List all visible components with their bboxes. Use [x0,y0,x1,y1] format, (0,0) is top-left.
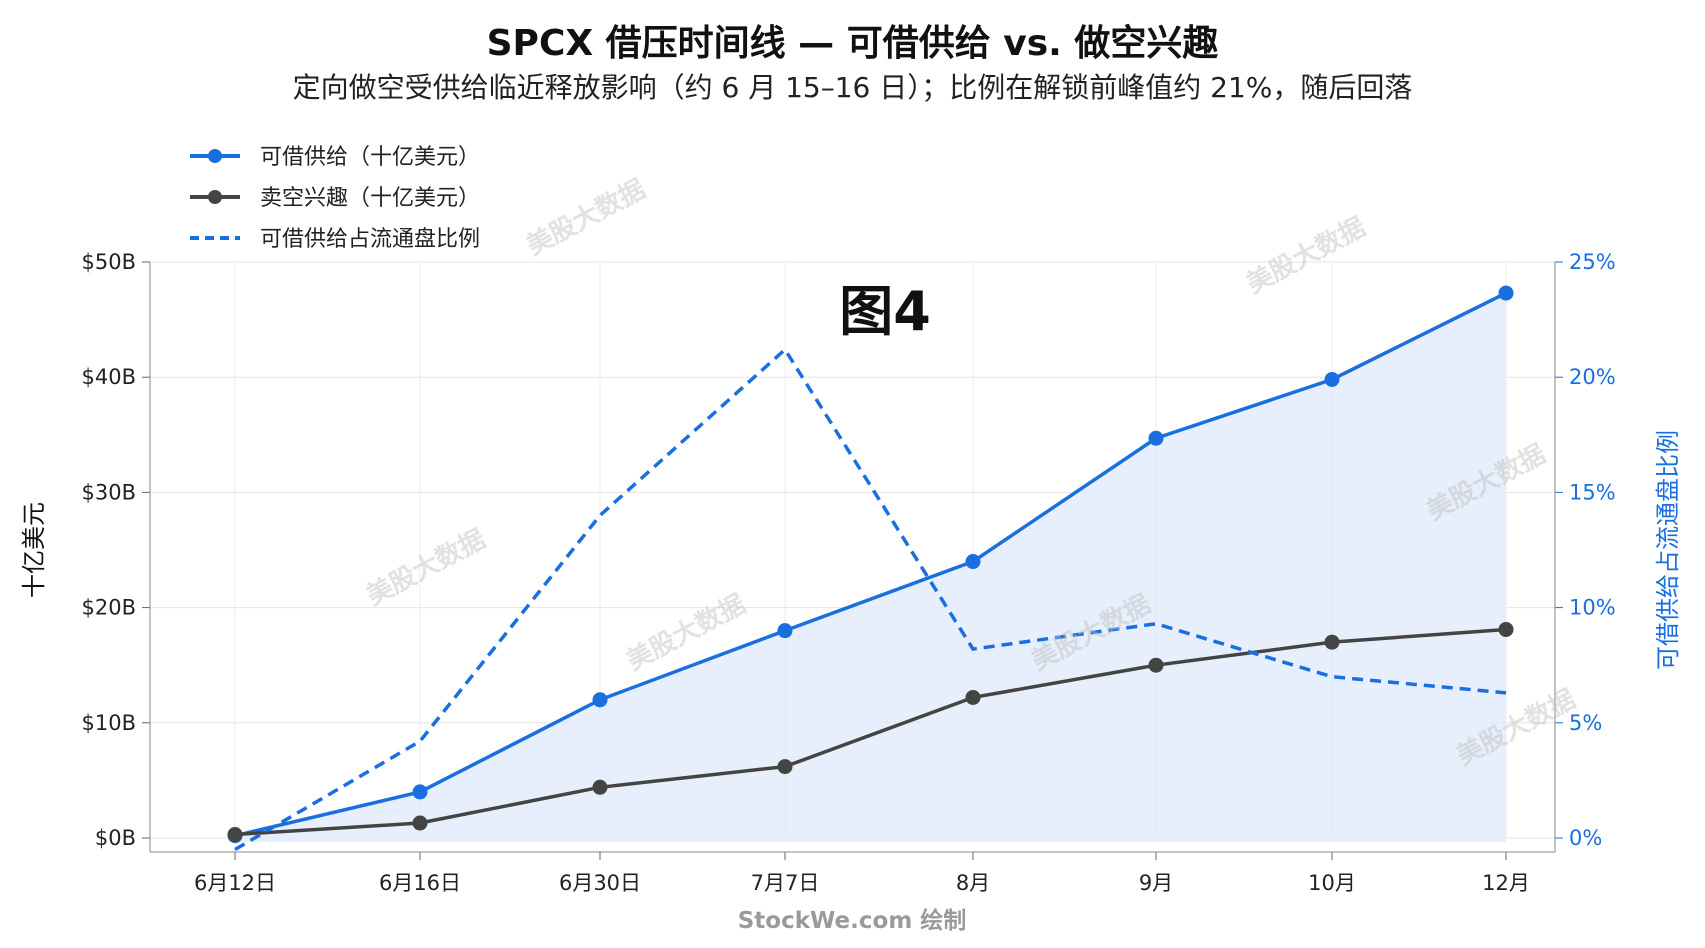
legend-label-2: 可借供给占流通盘比例 [260,227,480,252]
series-line-1 [234,627,1507,837]
x-tick-label: 8月 [956,871,990,895]
y-right-tick-label: 20% [1569,365,1616,389]
y-tick-label: $20B [82,596,137,620]
x-tick-label: 9月 [1139,871,1173,895]
axis-labels: 十亿美元 可借供给占流通盘比例 图4 StockWe.com 绘制 [20,280,1682,934]
series-1-point [412,815,428,831]
legend-marker-1 [208,190,222,204]
axes: $0B $10B $20B $30B $40B $50B 0% 5% 10% 15% 20% 25% 6… [82,250,1616,895]
y-axis-title: 十亿美元 [20,502,48,598]
x-tick-label: 7月7日 [751,871,820,895]
series-0-point [777,623,793,639]
y-tick-label: $10B [82,711,137,735]
y-right-tick-label: 15% [1569,480,1616,504]
legend-marker-0 [208,149,222,163]
chart-subtitle: 定向做空受供给临近释放影响（约 6 月 15–16 日）；比例在解锁前峰值约 2… [292,71,1413,104]
series-1-point [1148,657,1164,673]
series-0-point [1498,285,1514,301]
series-0-point [1148,430,1164,446]
legend: 可借供给（十亿美元） 卖空兴趣（十亿美元） 可借供给占流通盘比例 [190,145,480,252]
watermark: 美股大数据 [521,173,650,261]
y-tick-label: $50B [82,250,137,274]
y-right-tick-label: 0% [1569,826,1602,850]
series-1-point [965,689,981,705]
y-tick-label: $0B [95,826,136,850]
series-0-point [412,784,428,800]
legend-label-1: 卖空兴趣（十亿美元） [260,186,480,211]
supply-area-fill [235,293,1506,842]
watermark: 美股大数据 [1241,211,1370,299]
x-tick-label: 12月 [1482,871,1530,895]
series-1-point [1324,634,1340,650]
x-tick-label: 6月30日 [559,871,641,895]
series-line-2 [234,347,1507,852]
series-1-point [227,827,243,843]
watermark: 美股大数据 [361,523,490,611]
y-tick-label: $40B [82,365,137,389]
series-1-point [1498,621,1514,637]
series-1-point [777,759,793,775]
y-right-tick-label: 25% [1569,250,1616,274]
source-credit: StockWe.com 绘制 [738,907,967,934]
chart-title: SPCX 借压时间线 — 可借供给 vs. 做空兴趣 [486,23,1219,64]
series-0-point [1324,372,1340,388]
series-line-0 [234,291,1507,838]
series-0-point [965,554,981,570]
y-right-axis-title: 可借供给占流通盘比例 [1654,430,1682,670]
x-tick-label: 6月12日 [194,871,276,895]
x-tick-label: 10月 [1308,871,1356,895]
series-layer [227,285,1514,852]
legend-label-0: 可借供给（十亿美元） [260,145,480,170]
y-tick-label: $30B [82,480,137,504]
supply-area [235,293,1506,842]
figure-badge: 图4 [839,280,931,343]
series-0-point [592,692,608,708]
series-1-point [592,779,608,795]
y-right-tick-label: 5% [1569,711,1602,735]
y-right-tick-label: 10% [1569,596,1616,620]
x-tick-label: 6月16日 [379,871,461,895]
